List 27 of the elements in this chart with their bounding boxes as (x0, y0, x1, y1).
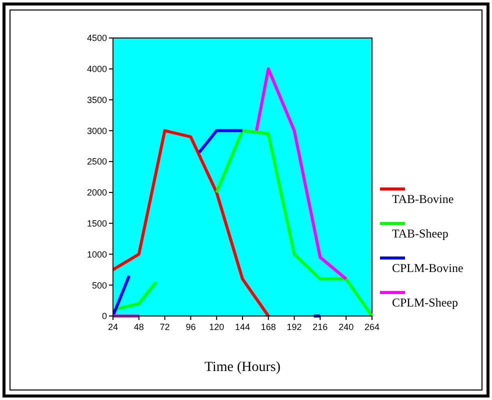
x-tick-label: 192 (286, 322, 302, 332)
x-tick-label: 96 (186, 322, 196, 332)
x-tick-label: 48 (134, 322, 144, 332)
x-tick-label: 240 (338, 322, 354, 332)
line-series (113, 129, 270, 318)
y-tick-label: 1500 (86, 218, 107, 228)
x-tick-label: 144 (234, 322, 250, 332)
x-tick-label: 72 (160, 322, 170, 332)
y-tick-label: 4000 (86, 64, 107, 74)
x-axis-title: Time (Hours) (204, 360, 281, 375)
y-tick-label: 500 (92, 280, 107, 290)
legend-label: TAB-Bovine (392, 192, 454, 206)
legend-label: CPLM-Sheep (392, 296, 458, 310)
y-tick-label: 2000 (86, 188, 107, 198)
x-tick-label: 216 (312, 322, 328, 332)
legend-label: TAB-Sheep (392, 226, 448, 240)
x-tick-label: 24 (108, 322, 118, 332)
x-tick-label: 264 (364, 322, 380, 332)
y-tick-label: 4500 (86, 33, 107, 44)
y-tick-label: 0 (102, 311, 107, 322)
y-tick-label: 2500 (86, 156, 107, 167)
x-tick-label: 120 (209, 322, 224, 332)
y-tick-label: 3500 (86, 94, 107, 105)
x-tick-label: 168 (260, 322, 276, 332)
y-tick-label: 3000 (86, 126, 107, 136)
legend-label: CPLM-Bovine (392, 261, 464, 275)
y-tick-label: 1000 (86, 249, 107, 260)
